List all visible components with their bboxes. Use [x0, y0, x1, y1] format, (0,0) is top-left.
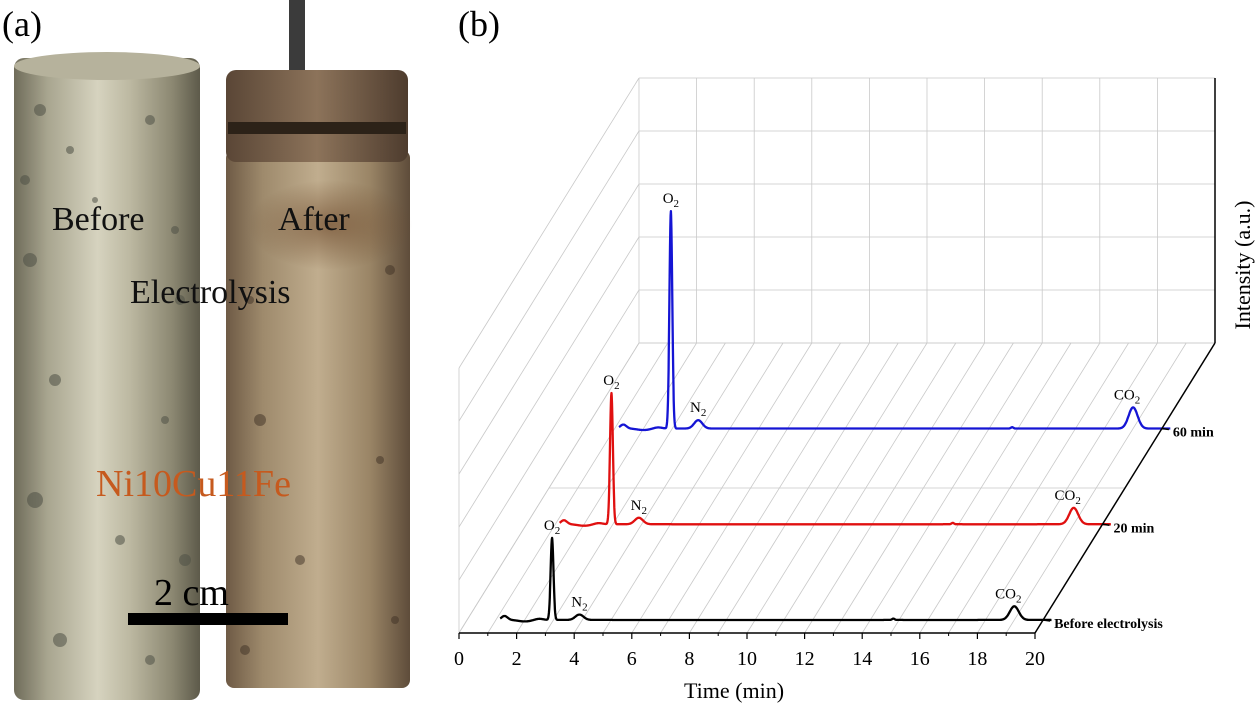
rod-after-stain [248, 180, 412, 270]
peak-label-subscript: 2 [582, 602, 588, 614]
peak-label: N2 [690, 400, 706, 419]
peak-label-main: N [690, 400, 701, 416]
peak-label-main: O [544, 518, 555, 534]
scale-bar [128, 613, 288, 625]
rod-before-top [14, 52, 200, 80]
sample-label: Ni10Cu11Fe [96, 463, 291, 505]
peak-label-subscript: 2 [641, 505, 647, 517]
peak-label-main: O [603, 373, 614, 389]
depth-category-label: 20 min [1114, 521, 1155, 536]
peak-label-main: O [663, 191, 674, 207]
grid-layer [458, 77, 1216, 634]
peak-label-main: N [631, 498, 642, 514]
electrolysis-label: Electrolysis [130, 274, 291, 311]
peak-label: O2 [603, 373, 619, 392]
peak-label-main: N [571, 595, 582, 611]
side-wall-grid-line [458, 130, 640, 422]
x-axis-title: Time (min) [684, 678, 784, 703]
after-label: After [278, 201, 350, 238]
side-wall-grid-line [458, 183, 640, 475]
depth-tick [1161, 427, 1170, 431]
x-tick-label: 6 [627, 648, 637, 670]
series-line [499, 536, 1053, 623]
x-tick-label: 10 [737, 648, 757, 670]
peak-label: O2 [544, 518, 560, 537]
peak-label-subscript: 2 [555, 525, 561, 537]
side-wall-grid-line [458, 289, 640, 581]
rod-after-cap [226, 70, 408, 162]
side-wall-grid-line [458, 236, 640, 528]
series-line [558, 391, 1112, 527]
z-axis-title: Intensity (a.u.) [1230, 201, 1255, 330]
panel-b-label: (b) [458, 4, 500, 44]
axis-layer: 0 2 4 6 8 10 12 14 16 18 20 Before electrolysis 20 m… [454, 78, 1216, 670]
peak-label-subscript: 2 [674, 198, 680, 210]
rod-after-groove [228, 122, 406, 134]
rod-after [226, 150, 410, 688]
depth-category-label: Before electrolysis [1054, 617, 1163, 632]
peak-label-subscript: 2 [701, 407, 707, 419]
scale-bar-label: 2 cm [154, 572, 229, 614]
x-tick-label: 16 [910, 648, 930, 670]
x-tick-label: 8 [684, 648, 694, 670]
x-tick-label: 12 [795, 648, 815, 670]
peak-label-subscript: 2 [1016, 593, 1022, 605]
peak-label: CO2 [1114, 387, 1140, 406]
peak-label-subscript: 2 [1075, 495, 1081, 507]
rod-after-spots [240, 265, 399, 655]
x-tick-label: 14 [852, 648, 872, 670]
panel-a-label: (a) [2, 4, 42, 44]
peak-label: CO2 [1055, 488, 1081, 507]
x-tick-label: 2 [512, 648, 522, 670]
peak-label: N2 [571, 595, 587, 614]
peak-label: N2 [631, 498, 647, 517]
peak-label-main: CO [1055, 488, 1076, 504]
series-layer [499, 210, 1172, 623]
peak-label: CO2 [995, 586, 1021, 605]
x-tick-label: 0 [454, 648, 464, 670]
depth-tick [1102, 523, 1110, 526]
depth-category-label: 60 min [1173, 426, 1214, 441]
depth-axis-line [1034, 342, 1216, 634]
peak-label: O2 [663, 191, 679, 210]
x-tick-label: 18 [967, 648, 987, 670]
panel-a-photo: (a) Before After Electrolysis Ni10Cu11Fe… [2, 0, 412, 700]
before-label: Before [52, 201, 145, 238]
peak-label-subscript: 2 [614, 380, 620, 392]
side-wall-grid-line [458, 342, 640, 634]
peak-label-main: CO [995, 586, 1016, 602]
rod-before-spots [20, 104, 191, 665]
peak-label-subscript: 2 [1135, 394, 1141, 406]
series-line [618, 210, 1172, 432]
rod-before [14, 58, 200, 700]
x-tick-label: 4 [569, 648, 579, 670]
x-tick-label: 20 [1025, 648, 1045, 670]
side-wall-grid-line [458, 77, 640, 369]
depth-tick [1042, 619, 1051, 622]
wire [289, 0, 305, 70]
peak-label-main: CO [1114, 387, 1135, 403]
